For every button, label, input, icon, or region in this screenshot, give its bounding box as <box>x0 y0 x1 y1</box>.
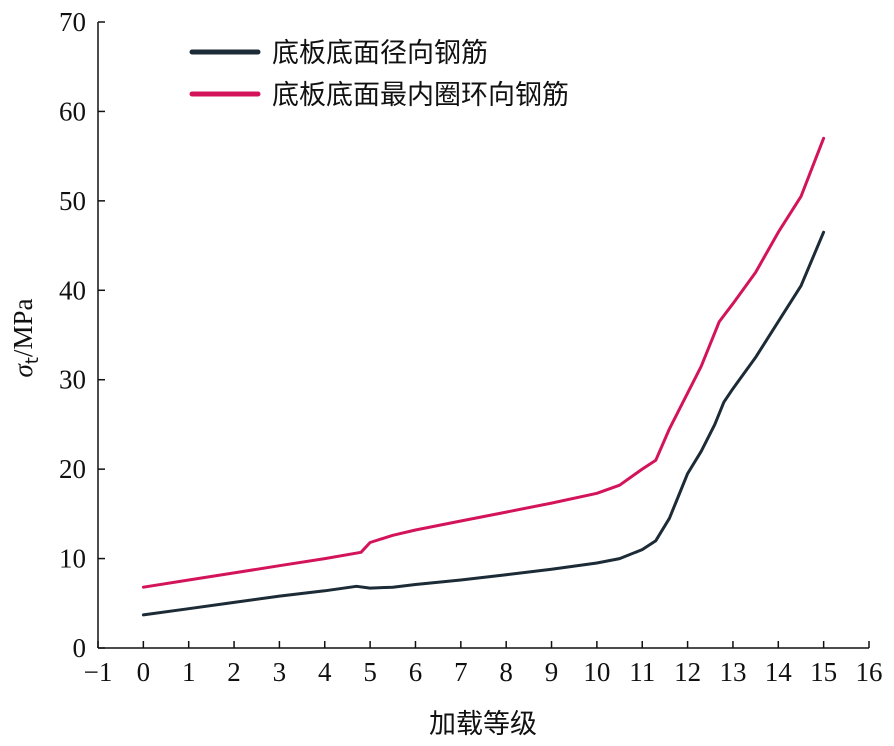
legend: 底板底面径向钢筋 底板底面最内圈环向钢筋 <box>189 38 569 111</box>
x-tick-label: 16 <box>856 657 883 687</box>
x-tick-label: 8 <box>499 657 513 687</box>
y-tick-label: 20 <box>59 454 86 484</box>
x-tick-label: 4 <box>318 657 332 687</box>
series-line-radial <box>141 230 826 617</box>
ticks: −1 0 1 2 3 4 5 6 7 8 9 10 11 12 13 14 15 1601020304050607… <box>59 7 883 687</box>
x-tick-label: 0 <box>137 657 151 687</box>
x-tick-label: 7 <box>454 657 468 687</box>
y-tick-label: 70 <box>59 7 86 37</box>
y-axis-subscript: t <box>22 357 43 364</box>
x-tick-label: 3 <box>273 657 287 687</box>
axes <box>97 22 869 649</box>
x-tick-label: 12 <box>674 657 701 687</box>
x-tick-label: 14 <box>765 657 793 687</box>
y-axis-title: σt/MPa <box>8 299 43 378</box>
y-tick-label: 30 <box>59 365 86 395</box>
x-tick-label: 5 <box>363 657 377 687</box>
x-tick-label: 9 <box>545 657 559 687</box>
legend-label-hoop: 底板底面最内圈环向钢筋 <box>272 80 569 111</box>
x-tick-label: 10 <box>583 657 610 687</box>
series-lines <box>141 136 826 617</box>
y-tick-label: 0 <box>73 633 87 663</box>
y-tick-label: 10 <box>59 544 86 574</box>
x-axis-title: 加载等级 <box>429 709 537 740</box>
x-tick-label: 1 <box>182 657 196 687</box>
x-tick-label: −1 <box>84 657 113 687</box>
x-tick-label: 2 <box>227 657 241 687</box>
y-axis-unit: /MPa <box>8 299 38 358</box>
y-tick-label: 60 <box>59 96 86 126</box>
y-tick-label: 40 <box>59 275 86 305</box>
y-tick-label: 50 <box>59 186 86 216</box>
x-tick-label: 11 <box>629 657 655 687</box>
x-tick-label: 13 <box>719 657 746 687</box>
series-line-hoop <box>141 136 826 589</box>
y-axis-symbol: σ <box>8 362 38 377</box>
legend-label-radial: 底板底面径向钢筋 <box>272 38 488 69</box>
x-tick-label: 15 <box>810 657 837 687</box>
x-tick-label: 6 <box>409 657 423 687</box>
